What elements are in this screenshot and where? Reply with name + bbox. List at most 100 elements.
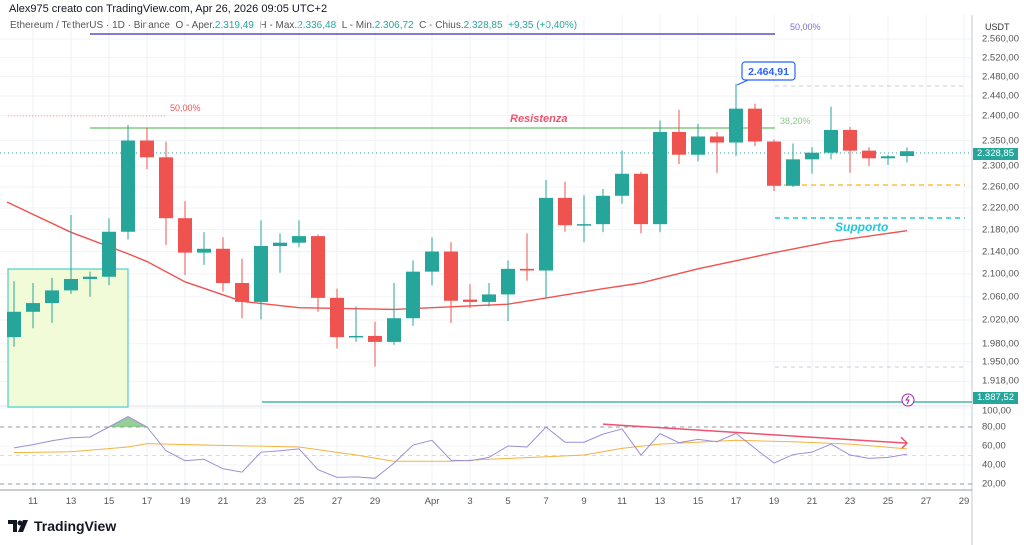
tradingview-logo[interactable]: TradingView <box>8 518 116 534</box>
logo-text: TradingView <box>34 518 117 534</box>
current-price-tag: 2.328,85 <box>973 147 1018 160</box>
candle <box>482 282 496 307</box>
price-tick: 1.950,00 <box>982 356 1019 368</box>
candle-body <box>729 108 743 143</box>
high-callout-pointer <box>736 79 749 86</box>
candle <box>26 282 40 329</box>
candle <box>615 150 629 204</box>
accumulation-zone <box>7 268 129 408</box>
candle-body <box>881 156 895 159</box>
candle <box>349 306 363 342</box>
date-tick: 11 <box>617 496 627 507</box>
candle <box>178 201 192 276</box>
date-tick: 29 <box>958 496 970 507</box>
candle-body <box>444 251 458 301</box>
symbol-name[interactable]: Ethereum / TetherUS · 1D · Binance <box>10 20 170 31</box>
date-tick: 17 <box>730 496 742 507</box>
candle <box>805 147 819 174</box>
date-tick: Apr <box>424 496 440 507</box>
candle <box>140 127 154 170</box>
candle-body <box>273 242 287 247</box>
date-tick: 25 <box>882 496 894 507</box>
change-value: +9,35 (+0,40%) <box>508 20 578 31</box>
price-tick: 2.440,00 <box>982 90 1019 102</box>
candle-body <box>349 335 363 338</box>
candle <box>444 242 458 323</box>
price-tick: 2.400,00 <box>982 110 1019 122</box>
candle <box>539 180 553 298</box>
candle-body <box>748 108 762 142</box>
candle-body <box>26 303 40 312</box>
candle <box>7 281 21 347</box>
candle-body <box>216 248 230 283</box>
date-tick: 21 <box>806 496 818 507</box>
candle-body <box>425 251 439 272</box>
fib-382-label: 38,20% <box>780 116 811 126</box>
price-tick: 2.350,00 <box>982 135 1019 146</box>
candle-body <box>235 282 249 302</box>
moving-average-line <box>6 201 908 311</box>
candle <box>330 288 344 349</box>
price-tick: 2.220,00 <box>982 202 1019 214</box>
price-tick: 2.480,00 <box>982 71 1019 83</box>
candle <box>292 220 306 248</box>
candle-body <box>900 151 914 157</box>
candle-body <box>45 290 59 304</box>
candle <box>520 233 534 281</box>
candle <box>64 214 78 294</box>
price-tick: 2.520,00 <box>982 52 1019 64</box>
candle-body <box>254 246 268 302</box>
date-tick: 27 <box>920 496 932 507</box>
date-tick: 23 <box>844 496 856 507</box>
support-label: Supporto <box>835 220 888 234</box>
rsi-divergence-arrow <box>602 423 908 444</box>
candle-body <box>843 129 857 151</box>
candle-body <box>330 297 344 338</box>
candle-body <box>653 131 667 225</box>
candle <box>729 83 743 156</box>
candle <box>273 233 287 273</box>
date-tick: 13 <box>65 496 77 507</box>
candle <box>197 232 211 265</box>
candle <box>387 282 401 345</box>
candle-body <box>311 236 325 298</box>
candle <box>254 220 268 320</box>
date-tick: 23 <box>255 496 267 507</box>
candle <box>216 237 230 292</box>
candle-body <box>786 159 800 186</box>
level-price-tag: 1.887,52 <box>973 392 1018 404</box>
candle <box>463 284 477 309</box>
candle-body <box>292 236 306 243</box>
axis-unit: USDT <box>985 22 1010 32</box>
candle-body <box>767 141 781 186</box>
candle <box>406 260 420 326</box>
price-tick: 1.980,00 <box>982 338 1019 350</box>
candle <box>83 271 97 297</box>
date-tick: 17 <box>141 496 153 507</box>
candle-body <box>539 197 553 271</box>
candle <box>881 154 895 165</box>
author-line: Alex975 creato con TradingView.com, Apr … <box>9 3 328 15</box>
price-tick: 2.300,00 <box>982 160 1019 172</box>
candle <box>368 321 382 367</box>
price-tick: 2.020,00 <box>982 314 1019 326</box>
candle-body <box>558 197 572 226</box>
price-tick: 2.060,00 <box>982 291 1019 303</box>
arrow-head-icon <box>900 436 909 449</box>
date-tick: 5 <box>505 496 511 507</box>
date-tick: 7 <box>543 496 549 507</box>
candle-body <box>805 152 819 160</box>
candle <box>900 147 914 163</box>
candle-body <box>672 131 686 155</box>
candle <box>596 188 610 233</box>
candle-body <box>463 299 477 302</box>
candle-body <box>83 276 97 280</box>
candle-body <box>7 311 21 338</box>
candle <box>824 106 838 160</box>
candle-body <box>596 195 610 225</box>
date-tick: 15 <box>692 496 704 507</box>
candle <box>102 218 116 286</box>
close-value: 2.328,85 <box>463 20 503 31</box>
date-tick: 13 <box>654 496 666 507</box>
